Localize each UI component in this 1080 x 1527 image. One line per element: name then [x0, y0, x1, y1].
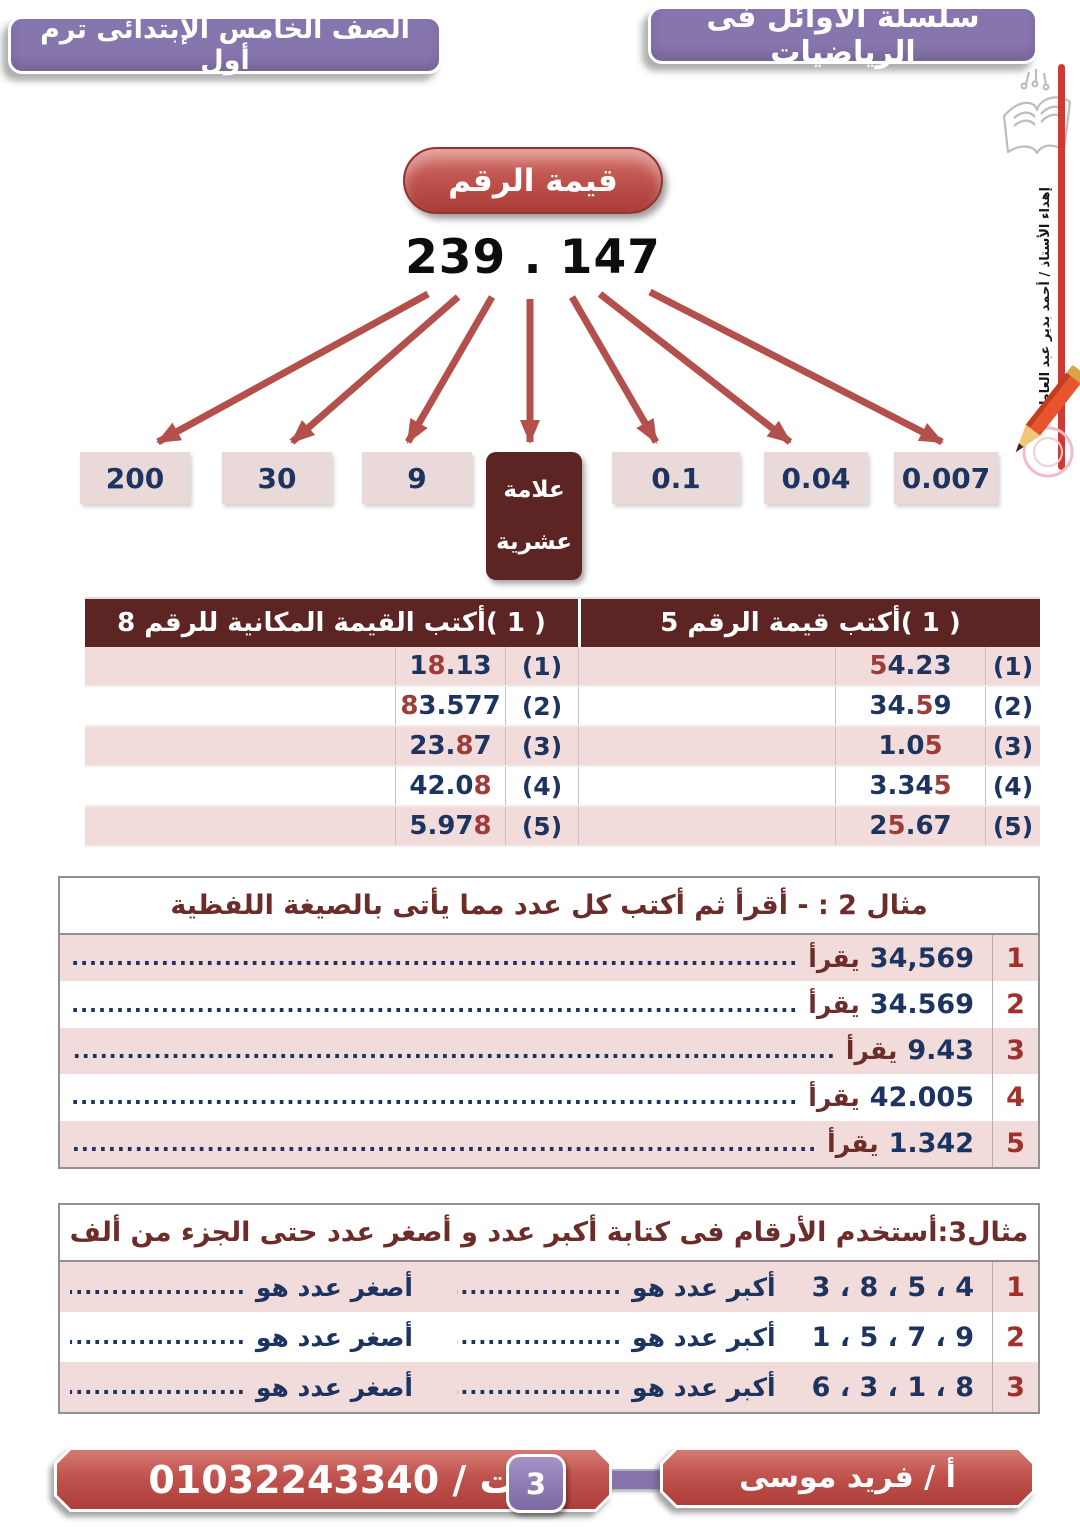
place-value-ones: 9 [362, 452, 472, 504]
answer-space [85, 807, 395, 845]
answer-dots: ........................................… [70, 1085, 799, 1110]
place-value-arrows [156, 288, 944, 446]
answer-space [578, 647, 835, 685]
answer-dots: ...................... [457, 1325, 622, 1349]
teacher-name-box: أ / فريد موسى [660, 1447, 1035, 1508]
answer-dots: ........................................… [70, 1131, 818, 1156]
teacher-name: أ / فريد موسى [663, 1450, 1032, 1505]
answer-space [85, 727, 395, 765]
answer-space [85, 687, 395, 725]
example2-title: مثال 2 : - أقرأ ثم أكتب كل عدد مما يأتى … [60, 878, 1038, 935]
example3-row: 1 4 ، 5 ، 8 ، 3 أكبر عدد هو ............… [60, 1262, 1038, 1312]
place-value-thousandths: 0.007 [894, 452, 998, 504]
answer-space [578, 767, 835, 805]
example2-block: مثال 2 : - أقرأ ثم أكتب كل عدد مما يأتى … [58, 876, 1040, 1169]
example3-block: مثال3:أستخدم الأرقام فى كتابة أكبر عدد و… [58, 1203, 1040, 1414]
margin-line [1058, 64, 1065, 470]
answer-space [85, 647, 395, 685]
answer-space [578, 807, 835, 845]
example3-row: 3 8 ، 1 ، 3 ، 6 أكبر عدد هو ............… [60, 1362, 1038, 1412]
place-value-tenths: 0.1 [612, 452, 740, 504]
answer-dots: ........................................… [70, 992, 799, 1017]
example2-row: 2 34.569 يقرأ ..........................… [60, 981, 1038, 1028]
example2-row: 1 34,569 يقرأ ..........................… [60, 935, 1038, 982]
answer-dots: ........................................… [70, 1325, 246, 1349]
page-number-badge: 3 [506, 1454, 566, 1513]
answer-dots: ........................................… [70, 1375, 246, 1399]
example2-row: 3 9.43 يقرأ ............................… [60, 1027, 1038, 1075]
example-number: 239 . 147 [405, 230, 661, 285]
table-row: (1) 5 4.23 (1) 1 8.13 [85, 647, 1040, 687]
place-value-tens: 30 [222, 452, 332, 504]
digit-set: 4 ، 5 ، 8 ، 3 [811, 1271, 974, 1303]
example2-row: 4 42.005 يقرأ ..........................… [60, 1074, 1038, 1121]
place-value-hundredths: 0.04 [764, 452, 868, 504]
table-row: (3) 1.0 5 (3) 23. 8 7 [85, 727, 1040, 767]
table-row: (5) 2 5.67 (5) 5.97 8 [85, 807, 1040, 847]
table-row: (2) 34. 5 9 (2) 8 3.577 [85, 687, 1040, 727]
answer-dots: ........................................… [70, 946, 799, 971]
digit-value-table-header: ( 1 )أكتب قيمة الرقم 5 ( 1 )أكتب القيمة … [85, 597, 1040, 647]
answer-dots: ...................... [457, 1275, 622, 1299]
answer-space [578, 727, 835, 765]
digit-value-table: ( 1 )أكتب قيمة الرقم 5 ( 1 )أكتب القيمة … [85, 597, 1040, 847]
series-banner: سلسلة الأوائل فى الرياضيات [648, 0, 1038, 70]
decimal-point-box: علامة عشرية [486, 452, 582, 580]
table-row: (4) 3.34 5 (4) 42.0 8 [85, 767, 1040, 807]
place-value-hundreds: 200 [80, 452, 190, 504]
answer-dots: ........................................… [70, 1038, 836, 1063]
example3-title: مثال3:أستخدم الأرقام فى كتابة أكبر عدد و… [60, 1205, 1038, 1262]
example3-row: 2 9 ، 7 ، 5 ، 1 أكبر عدد هو ............… [60, 1312, 1038, 1362]
digit-set: 9 ، 7 ، 5 ، 1 [811, 1321, 974, 1353]
header-value-of-5: ( 1 )أكتب قيمة الرقم 5 [578, 599, 1040, 647]
book-icon [1002, 69, 1072, 155]
lesson-title: قيمة الرقم [403, 147, 663, 214]
pencil-icon [1015, 365, 1080, 478]
answer-space [85, 767, 395, 805]
grade-banner: الصف الخامس الإبتدائى ترم أول [8, 14, 442, 76]
decimal-label-line1: علامة [503, 477, 565, 504]
answer-dots: ........................................… [70, 1275, 246, 1299]
digit-set: 8 ، 1 ، 3 ، 6 [811, 1371, 974, 1403]
answer-dots: ...................... [457, 1375, 622, 1399]
example2-row: 5 1.342 يقرأ ...........................… [60, 1120, 1038, 1167]
decimal-label-line2: عشرية [496, 528, 573, 555]
header-place-value-of-8: ( 1 )أكتب القيمة المكانية للرقم 8 [85, 599, 578, 647]
answer-space [578, 687, 835, 725]
